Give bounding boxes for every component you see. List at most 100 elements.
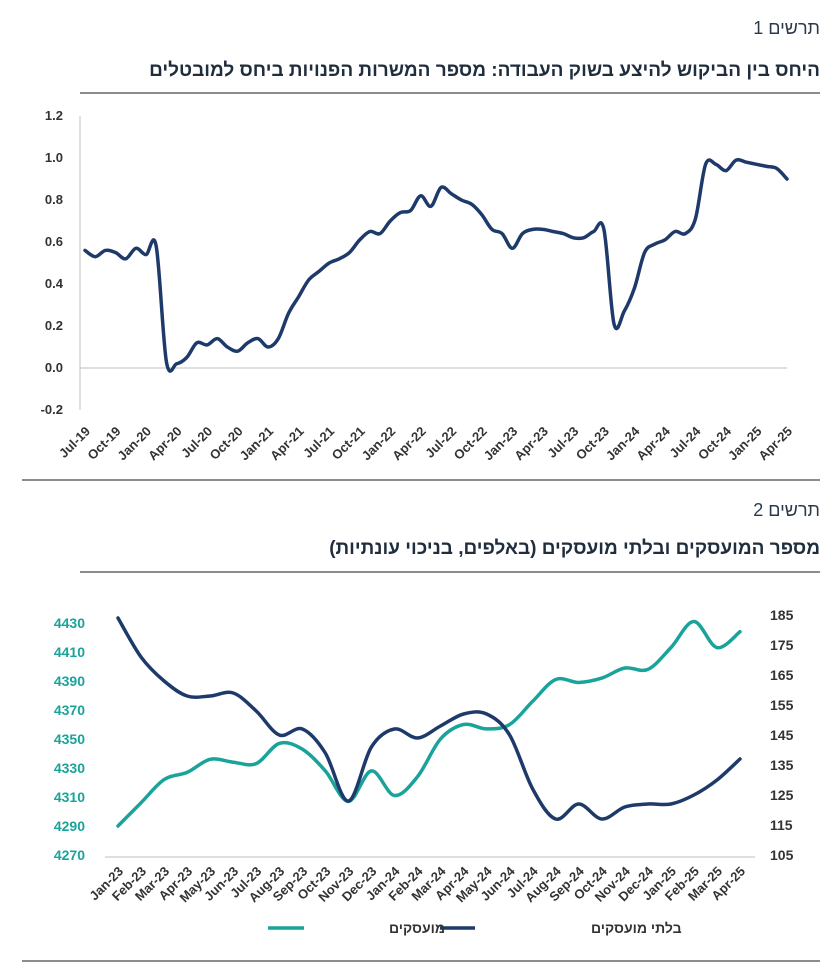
chart2-employed-point xyxy=(140,802,142,804)
chart1-y-tick-label: 0.2 xyxy=(45,318,63,333)
chart1-y-tick-label: 1.2 xyxy=(45,108,63,123)
chart2-left-tick-label: 4350 xyxy=(54,731,85,747)
chart1-data-point xyxy=(613,323,615,325)
chart1-data-point xyxy=(501,233,503,235)
chart1-y-tick-label: 0.4 xyxy=(45,276,64,291)
chart1-data-point xyxy=(491,228,493,230)
chart1-data-point xyxy=(694,218,697,220)
chart1-data-point xyxy=(705,163,707,165)
chart2-employed-point xyxy=(186,771,188,773)
chart2-title: מספר המועסקים ובלתי מועסקים (באלפים, בני… xyxy=(329,538,820,559)
chart2-unemployed-point xyxy=(370,746,373,748)
chart1-title: היחס בין הביקוש להיצע בשוק העבודה: מספר … xyxy=(149,60,820,81)
chart1-data-point xyxy=(114,251,117,254)
chart2-employed-point xyxy=(370,770,373,772)
chart2-employed-point xyxy=(739,631,741,633)
chart1-data-point xyxy=(654,243,656,245)
chart1-data-point xyxy=(552,230,554,233)
chart2-left-tick-label: 4290 xyxy=(54,818,85,834)
chart1-x-tick-label: Jan-25 xyxy=(725,424,765,464)
chart2-employed-point xyxy=(670,647,672,649)
chart1-data-point xyxy=(318,270,320,272)
chart2-employed-point xyxy=(532,700,534,702)
chart1-data-point xyxy=(440,186,442,188)
chart2-unemployed-point xyxy=(532,788,534,790)
chart1-data-point xyxy=(623,310,625,312)
chart2-unemployed-point xyxy=(117,617,119,619)
chart2-employed-point xyxy=(255,763,257,765)
chart1-data-point xyxy=(379,233,381,235)
chart1-y-tick-label: 0.6 xyxy=(45,234,63,249)
chart1-y-tick-label: 0.8 xyxy=(45,192,63,207)
chart2-left-tick-label: 4270 xyxy=(54,847,85,863)
chart1-data-point xyxy=(562,233,564,235)
chart2-right-tick-label: 125 xyxy=(770,787,794,803)
chart2-right-tick-label: 135 xyxy=(770,757,794,773)
chart1-data-point xyxy=(94,256,96,258)
chart1-x-tick-label: Apr-24 xyxy=(633,423,673,463)
chart1-y-tick-label: 0.0 xyxy=(45,360,63,375)
chart2-unemployed-point xyxy=(462,713,465,715)
chart2-right-tick-label: 175 xyxy=(770,637,794,653)
chart2-unemployed-point xyxy=(509,734,511,736)
chart2-employed-point xyxy=(601,677,603,679)
chart1-data-point xyxy=(776,167,778,170)
chart1-data-point xyxy=(399,212,401,214)
chart2-employed-point xyxy=(693,620,695,623)
chart1-data-point xyxy=(104,249,106,251)
chart2-right-tick-label: 105 xyxy=(770,847,794,863)
chart2-label: תרשים 2 xyxy=(753,500,820,520)
chart1-y-tick-label: -0.2 xyxy=(41,402,63,417)
chart1-data-point xyxy=(338,258,340,260)
chart2-legend-label-unemployed: בלתי מועסקים xyxy=(591,920,682,936)
chart2-employed-point xyxy=(278,742,280,744)
chart1-x-tick-label: Apr-22 xyxy=(389,424,429,464)
chart2-employed-point xyxy=(716,647,718,649)
chart1-data-point xyxy=(257,338,259,340)
chart2-unemployed-point xyxy=(393,728,396,730)
chart1-data-point xyxy=(684,233,686,235)
chart1-data-point xyxy=(725,170,727,172)
chart2-unemployed-point xyxy=(601,818,603,820)
chart1-data-point xyxy=(735,159,737,161)
chart2-left-tick-label: 4390 xyxy=(54,673,85,689)
chart2-unemployed-point xyxy=(693,794,695,796)
chart2-right-tick-label: 185 xyxy=(770,607,794,623)
chart2-left-tick-label: 4430 xyxy=(54,615,85,631)
chart2-employed-point xyxy=(324,770,326,772)
chart2-unemployed-line xyxy=(116,616,742,821)
chart1-data-point xyxy=(460,199,463,201)
chart2-unemployed-point xyxy=(670,803,672,805)
chart2-unemployed-point xyxy=(209,695,211,697)
chart1-x-tick-label: Jan-22 xyxy=(359,424,399,464)
chart1-data-point xyxy=(308,279,310,281)
chart1-data-point xyxy=(603,228,605,230)
chart1-data-point xyxy=(206,344,208,346)
chart2-unemployed-point xyxy=(186,695,188,697)
chart2-employed-point xyxy=(117,825,119,827)
chart1-series-line xyxy=(83,157,789,373)
chart1-data-point xyxy=(247,342,249,344)
chart1-data-point xyxy=(226,346,229,348)
chart2-employed-point xyxy=(163,779,165,781)
chart1-data-point xyxy=(348,251,351,254)
chart2-bottom-divider xyxy=(22,960,820,962)
chart1-data-point xyxy=(430,205,432,207)
chart2-left-tick-label: 4330 xyxy=(54,760,85,776)
chart1-data-point xyxy=(532,228,534,230)
chart1-data-point xyxy=(389,220,391,222)
chart2-unemployed-point xyxy=(278,734,280,736)
chart1-data-point xyxy=(633,287,635,289)
chart2-unemployed-point xyxy=(416,737,419,739)
chart2-employed-point xyxy=(462,723,465,726)
chart2-employed-point xyxy=(485,728,488,730)
chart2-unemployed-point xyxy=(439,725,442,727)
chart1-data-point xyxy=(542,228,544,230)
chart1-data-point xyxy=(786,178,788,180)
chart2-employed-point xyxy=(393,794,396,797)
chart2-unemployed-point xyxy=(163,680,165,682)
chart2-right-tick-label: 155 xyxy=(770,697,794,713)
chart1-data-point xyxy=(186,356,188,359)
chart2-unemployed-point xyxy=(301,728,303,730)
